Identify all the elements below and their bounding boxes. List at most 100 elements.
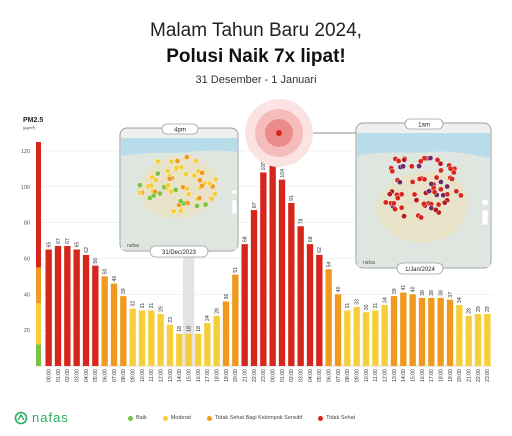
x-tick-label: 18:00 [438,369,444,382]
data-label: 36 [224,294,230,300]
bar [484,314,491,366]
data-label: 38 [420,290,426,296]
sensor-dot [184,186,190,192]
bar [64,245,71,366]
sensor-dot [421,201,427,207]
sensor-dot [401,213,407,219]
sensor-dot [431,189,438,195]
scale-segment [36,344,41,366]
x-tick-label: 21:00 [466,369,472,382]
bar [446,299,454,366]
bar [278,179,286,366]
sensor-dot [453,188,460,195]
map-time-label-4pm: 4pm [174,128,186,134]
sensor-dot [398,204,405,211]
x-tick-label: 11:00 [149,369,155,382]
sensor-dot [183,171,189,178]
sensor-dot [395,195,401,201]
map-card-4pm: 4pm nafas 31/Dec/2023 [119,123,239,258]
data-label: 62 [317,247,323,253]
x-tick-label: 03:00 [298,369,304,382]
bar [325,269,332,366]
legend-swatch [162,415,168,421]
data-label: 29 [485,306,491,312]
x-tick-label: 22:00 [476,369,482,382]
sensor-dot [389,168,396,175]
y-tick-label: 40 [24,292,30,298]
sensor-dot [421,176,428,183]
sensor-dot [177,198,184,204]
x-tick-label: 18:00 [214,369,220,382]
bar [316,254,323,366]
bar [92,265,99,366]
data-label: 67 [56,238,62,244]
data-label: 68 [242,236,248,242]
sensor-dot [208,196,215,202]
sensor-dot [178,164,185,171]
sensor-dot [165,168,171,174]
sensor-dot [434,157,441,163]
data-label: 65 [74,242,80,248]
sensor-dot [170,208,177,214]
bar [353,306,360,366]
x-tick-label: 12:00 [382,369,388,382]
sensor-dot [411,191,418,198]
bar [474,314,482,366]
highlight-band [183,257,195,366]
bar [166,324,174,366]
data-label: 41 [401,285,407,291]
data-label: 67 [65,238,71,244]
chart-title-line1: Malam Tahun Baru 2024, [150,20,362,41]
sensor-dot [173,164,180,171]
sensor-dot [433,207,439,213]
x-tick-label: 05:00 [317,369,323,382]
bars [45,154,491,366]
bar [54,245,62,366]
legend-item: Baik [128,415,147,421]
sensor-dot [433,174,440,181]
sensor-dot [428,181,435,187]
y-tick-label: 60 [24,256,30,262]
data-label: 54 [326,261,332,267]
data-label: 38 [438,290,444,296]
time-label-pill [161,123,199,135]
data-label: 28 [466,308,472,314]
x-tick-label: 01:00 [56,369,62,382]
x-tick-label: 07:00 [112,369,118,382]
x-tick-label: 03:00 [74,369,80,382]
x-tick-label: 14:00 [401,369,407,382]
sensor-dot [148,182,155,189]
legend-label: Tidak Sehat [326,415,356,421]
y-tick-label: 20 [24,328,30,334]
bar [381,305,388,366]
data-label: 28 [214,308,220,314]
data-label: 65 [46,242,52,248]
sensor-dot [193,158,199,164]
sensor-dot [154,170,161,177]
sensor-dot [168,188,174,195]
data-label: 23 [168,317,174,323]
sensor-dot [166,176,173,182]
x-tick-label: 04:00 [84,369,90,382]
data-label: 38 [429,290,435,296]
sensor-dot [155,158,161,165]
legend-swatch [206,415,212,421]
bar [213,315,220,366]
date-label-pill [149,245,209,258]
x-tick-label: 22:00 [252,369,258,382]
x-tick-label: 17:00 [429,369,435,382]
x-tick-label: 00:00 [270,369,276,382]
data-label: 18 [196,326,202,332]
bar [138,310,146,366]
bar [232,274,239,366]
x-tick-label: 20:00 [233,369,239,382]
bar [306,244,314,366]
sensor-dot [438,179,444,185]
data-label: 31 [345,303,351,309]
sensor-dot [149,174,155,181]
bar [110,283,118,366]
x-tick-label: 08:00 [121,369,127,382]
x-tick-label: 23:00 [261,369,267,382]
bar [250,210,258,366]
scale-segment [36,267,41,304]
